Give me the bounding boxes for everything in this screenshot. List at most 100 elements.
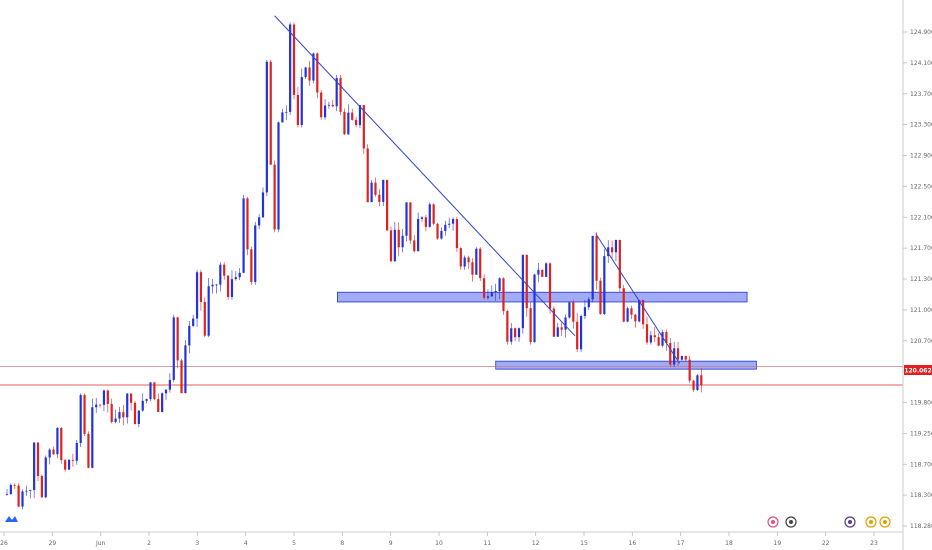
time-tick-label: 8 xyxy=(340,540,344,547)
candle-body-up xyxy=(448,223,451,225)
event-marker-icon[interactable] xyxy=(844,516,856,528)
candle-body-up xyxy=(285,111,288,113)
candle-body-down xyxy=(630,308,633,315)
time-axis[interactable]: 26 29 Jun 2 3 4 5 8 9 10 11 12 15 16 17 18 19 22 23 xyxy=(0,532,878,547)
candle-body-up xyxy=(533,274,536,342)
candle-body-down xyxy=(622,288,625,322)
resistance-zone[interactable] xyxy=(337,291,748,303)
candle-body-down xyxy=(199,272,203,303)
price-tick-label: 118.280 xyxy=(910,523,932,530)
event-marker-dot xyxy=(848,520,852,524)
event-markers[interactable] xyxy=(767,516,891,528)
minor-trendline[interactable] xyxy=(595,233,680,364)
time-tick-label: 9 xyxy=(389,540,393,547)
candle-body-down xyxy=(548,263,552,309)
candle-body-up xyxy=(521,254,524,329)
candle-body-up xyxy=(696,375,699,390)
candle-body-down xyxy=(386,179,389,231)
candle-body-up xyxy=(145,399,148,401)
candle-body-up xyxy=(393,229,396,262)
candle-body-down xyxy=(424,217,427,227)
candle-body-down xyxy=(153,382,156,400)
candle-body-up xyxy=(568,302,571,318)
current-price-label: 120.062 xyxy=(904,368,931,375)
candle-body-up xyxy=(281,112,284,123)
candle-body-up xyxy=(161,393,164,413)
candle-body-up xyxy=(486,296,490,298)
candle-body-up xyxy=(591,235,594,300)
candle-body-up xyxy=(168,379,171,390)
candle-body-down xyxy=(645,324,649,343)
candle-body-up xyxy=(673,348,676,365)
candle-body-up xyxy=(33,442,36,490)
candle-body-down xyxy=(316,53,319,93)
tradingview-logo-icon[interactable] xyxy=(3,513,19,525)
event-marker-dot xyxy=(789,520,793,524)
candle-body-down xyxy=(308,67,311,81)
time-tick-label: 22 xyxy=(822,540,830,547)
candle-body-down xyxy=(351,112,354,120)
candle-body-up xyxy=(21,491,24,507)
candle-body-down xyxy=(653,335,656,338)
candle-body-down xyxy=(226,275,230,298)
price-tick-label: 123.300 xyxy=(910,122,932,129)
price-zones[interactable] xyxy=(337,291,757,370)
candle-body-up xyxy=(451,219,455,224)
candle-body-down xyxy=(502,278,505,312)
candle-body-down xyxy=(684,355,687,360)
candle-body-down xyxy=(634,314,637,322)
time-tick-label: 23 xyxy=(870,540,878,547)
candle-body-down xyxy=(98,404,102,406)
candle-body-up xyxy=(172,317,175,380)
candle-body-down xyxy=(122,412,125,418)
candle-body-up xyxy=(234,277,237,280)
candle-body-up xyxy=(300,77,303,126)
candle-body-up xyxy=(358,105,362,126)
candle-body-up xyxy=(149,382,152,400)
candle-body-down xyxy=(552,308,556,337)
time-tick-label: 4 xyxy=(244,540,248,547)
split-marker-icon[interactable] xyxy=(865,516,877,528)
candle-body-up xyxy=(114,418,117,423)
candle-body-up xyxy=(5,494,9,495)
candle-body-up xyxy=(258,217,261,226)
news-marker-icon[interactable] xyxy=(879,516,891,528)
earnings-marker-icon[interactable] xyxy=(767,516,779,528)
time-tick-label: 10 xyxy=(435,540,443,547)
candle-body-up xyxy=(230,279,234,298)
price-tick-label: 121.700 xyxy=(910,245,932,252)
event-marker-dot xyxy=(883,520,887,524)
candle-body-down xyxy=(572,302,575,322)
support-zone[interactable] xyxy=(495,360,757,370)
candle-body-down xyxy=(482,278,486,298)
candle-body-up xyxy=(661,332,664,346)
dividend-marker-icon[interactable] xyxy=(785,516,797,528)
candle-body-down xyxy=(296,94,299,126)
major-trendline[interactable] xyxy=(274,15,576,337)
candle-body-up xyxy=(545,263,548,277)
time-tick-label: 5 xyxy=(292,540,296,547)
candle-body-up xyxy=(649,335,652,343)
candle-body-down xyxy=(409,202,412,241)
candle-body-up xyxy=(304,67,307,78)
price-tick-label: 118.700 xyxy=(910,461,932,468)
candle-body-up xyxy=(211,284,214,287)
candle-body-up xyxy=(401,235,404,248)
candle-body-up xyxy=(254,225,257,282)
candle-body-down xyxy=(130,393,133,403)
candle-body-up xyxy=(607,247,610,257)
candle-body-down xyxy=(432,204,435,224)
candle-body-down xyxy=(273,164,276,230)
candle-body-down xyxy=(246,198,249,250)
candle-body-up xyxy=(587,299,590,308)
trendlines[interactable] xyxy=(274,15,680,364)
candle-body-up xyxy=(417,218,420,252)
time-tick-label: 29 xyxy=(49,540,57,547)
candle-body-down xyxy=(83,395,86,434)
time-tick-label: 26 xyxy=(0,540,8,547)
candle-body-up xyxy=(277,122,280,230)
price-tick-label: 118.300 xyxy=(910,492,932,499)
candle-body-up xyxy=(603,256,606,314)
candle-body-up xyxy=(510,328,513,342)
